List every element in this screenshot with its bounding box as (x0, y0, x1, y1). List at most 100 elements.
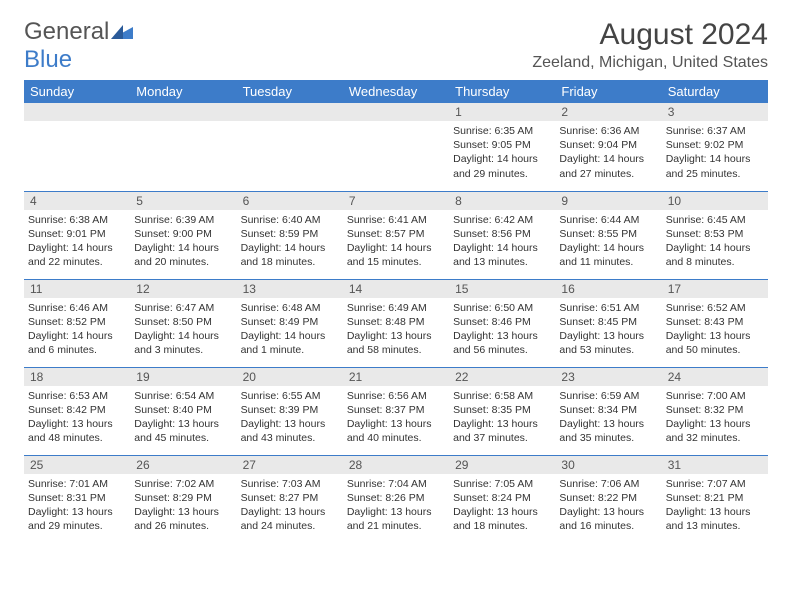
day-number: 25 (24, 456, 130, 474)
daylight2-text: and 50 minutes. (666, 343, 764, 357)
day-number (237, 103, 343, 121)
calendar-cell (130, 103, 236, 191)
calendar-cell: 31Sunrise: 7:07 AMSunset: 8:21 PMDayligh… (662, 455, 768, 543)
daylight2-text: and 21 minutes. (347, 519, 445, 533)
daylight2-text: and 13 minutes. (453, 255, 551, 269)
day-number: 9 (555, 192, 661, 210)
day-number: 27 (237, 456, 343, 474)
daylight1-text: Daylight: 13 hours (666, 505, 764, 519)
daylight2-text: and 18 minutes. (241, 255, 339, 269)
daylight1-text: Daylight: 13 hours (134, 505, 232, 519)
calendar-cell: 23Sunrise: 6:59 AMSunset: 8:34 PMDayligh… (555, 367, 661, 455)
calendar-week-row: 11Sunrise: 6:46 AMSunset: 8:52 PMDayligh… (24, 279, 768, 367)
daylight2-text: and 15 minutes. (347, 255, 445, 269)
daylight1-text: Daylight: 14 hours (28, 329, 126, 343)
calendar-cell: 30Sunrise: 7:06 AMSunset: 8:22 PMDayligh… (555, 455, 661, 543)
calendar-cell: 28Sunrise: 7:04 AMSunset: 8:26 PMDayligh… (343, 455, 449, 543)
daylight2-text: and 29 minutes. (28, 519, 126, 533)
daylight2-text: and 25 minutes. (666, 167, 764, 181)
day-header-row: Sunday Monday Tuesday Wednesday Thursday… (24, 80, 768, 103)
sunrise-text: Sunrise: 6:48 AM (241, 301, 339, 315)
calendar-cell (24, 103, 130, 191)
header-friday: Friday (555, 80, 661, 103)
daylight2-text: and 18 minutes. (453, 519, 551, 533)
daylight1-text: Daylight: 13 hours (347, 505, 445, 519)
sunset-text: Sunset: 8:32 PM (666, 403, 764, 417)
calendar-cell: 12Sunrise: 6:47 AMSunset: 8:50 PMDayligh… (130, 279, 236, 367)
sunset-text: Sunset: 9:01 PM (28, 227, 126, 241)
calendar-cell: 9Sunrise: 6:44 AMSunset: 8:55 PMDaylight… (555, 191, 661, 279)
calendar-cell: 17Sunrise: 6:52 AMSunset: 8:43 PMDayligh… (662, 279, 768, 367)
day-number: 20 (237, 368, 343, 386)
calendar-cell: 11Sunrise: 6:46 AMSunset: 8:52 PMDayligh… (24, 279, 130, 367)
day-number: 26 (130, 456, 236, 474)
daylight1-text: Daylight: 14 hours (559, 241, 657, 255)
sunrise-text: Sunrise: 6:35 AM (453, 124, 551, 138)
header-thursday: Thursday (449, 80, 555, 103)
calendar-cell: 18Sunrise: 6:53 AMSunset: 8:42 PMDayligh… (24, 367, 130, 455)
day-number: 1 (449, 103, 555, 121)
sunset-text: Sunset: 8:48 PM (347, 315, 445, 329)
daylight1-text: Daylight: 13 hours (666, 417, 764, 431)
sunrise-text: Sunrise: 6:37 AM (666, 124, 764, 138)
day-number: 11 (24, 280, 130, 298)
sunset-text: Sunset: 8:49 PM (241, 315, 339, 329)
sunrise-text: Sunrise: 6:54 AM (134, 389, 232, 403)
daylight2-text: and 13 minutes. (666, 519, 764, 533)
sunrise-text: Sunrise: 6:42 AM (453, 213, 551, 227)
calendar-cell (237, 103, 343, 191)
sunrise-text: Sunrise: 7:01 AM (28, 477, 126, 491)
sunset-text: Sunset: 8:50 PM (134, 315, 232, 329)
sunset-text: Sunset: 8:56 PM (453, 227, 551, 241)
sunset-text: Sunset: 8:37 PM (347, 403, 445, 417)
sunrise-text: Sunrise: 6:55 AM (241, 389, 339, 403)
logo: GeneralBlue (24, 18, 135, 74)
daylight2-text: and 43 minutes. (241, 431, 339, 445)
header-tuesday: Tuesday (237, 80, 343, 103)
day-number: 3 (662, 103, 768, 121)
calendar-cell: 7Sunrise: 6:41 AMSunset: 8:57 PMDaylight… (343, 191, 449, 279)
sunrise-text: Sunrise: 6:58 AM (453, 389, 551, 403)
daylight1-text: Daylight: 13 hours (28, 417, 126, 431)
calendar-cell: 6Sunrise: 6:40 AMSunset: 8:59 PMDaylight… (237, 191, 343, 279)
day-number: 29 (449, 456, 555, 474)
day-number: 30 (555, 456, 661, 474)
sunset-text: Sunset: 8:21 PM (666, 491, 764, 505)
day-number: 21 (343, 368, 449, 386)
day-number: 6 (237, 192, 343, 210)
day-number: 10 (662, 192, 768, 210)
daylight2-text: and 8 minutes. (666, 255, 764, 269)
sunrise-text: Sunrise: 7:07 AM (666, 477, 764, 491)
daylight1-text: Daylight: 14 hours (241, 329, 339, 343)
day-number: 2 (555, 103, 661, 121)
day-number: 28 (343, 456, 449, 474)
sunrise-text: Sunrise: 6:44 AM (559, 213, 657, 227)
sunset-text: Sunset: 8:26 PM (347, 491, 445, 505)
daylight1-text: Daylight: 13 hours (241, 417, 339, 431)
header-wednesday: Wednesday (343, 80, 449, 103)
calendar-week-row: 18Sunrise: 6:53 AMSunset: 8:42 PMDayligh… (24, 367, 768, 455)
location-subtitle: Zeeland, Michigan, United States (532, 54, 768, 72)
sunset-text: Sunset: 9:00 PM (134, 227, 232, 241)
day-number: 13 (237, 280, 343, 298)
sunrise-text: Sunrise: 6:41 AM (347, 213, 445, 227)
month-title: August 2024 (532, 18, 768, 52)
sunrise-text: Sunrise: 6:59 AM (559, 389, 657, 403)
daylight2-text: and 1 minute. (241, 343, 339, 357)
daylight1-text: Daylight: 13 hours (134, 417, 232, 431)
sunset-text: Sunset: 8:22 PM (559, 491, 657, 505)
daylight1-text: Daylight: 14 hours (241, 241, 339, 255)
daylight2-text: and 6 minutes. (28, 343, 126, 357)
day-number: 23 (555, 368, 661, 386)
sunset-text: Sunset: 8:45 PM (559, 315, 657, 329)
daylight1-text: Daylight: 13 hours (347, 417, 445, 431)
day-number (130, 103, 236, 121)
calendar-cell: 2Sunrise: 6:36 AMSunset: 9:04 PMDaylight… (555, 103, 661, 191)
daylight1-text: Daylight: 14 hours (134, 329, 232, 343)
calendar-cell: 19Sunrise: 6:54 AMSunset: 8:40 PMDayligh… (130, 367, 236, 455)
calendar-week-row: 1Sunrise: 6:35 AMSunset: 9:05 PMDaylight… (24, 103, 768, 191)
sunrise-text: Sunrise: 6:46 AM (28, 301, 126, 315)
daylight1-text: Daylight: 13 hours (453, 417, 551, 431)
daylight2-text: and 37 minutes. (453, 431, 551, 445)
sunset-text: Sunset: 8:43 PM (666, 315, 764, 329)
